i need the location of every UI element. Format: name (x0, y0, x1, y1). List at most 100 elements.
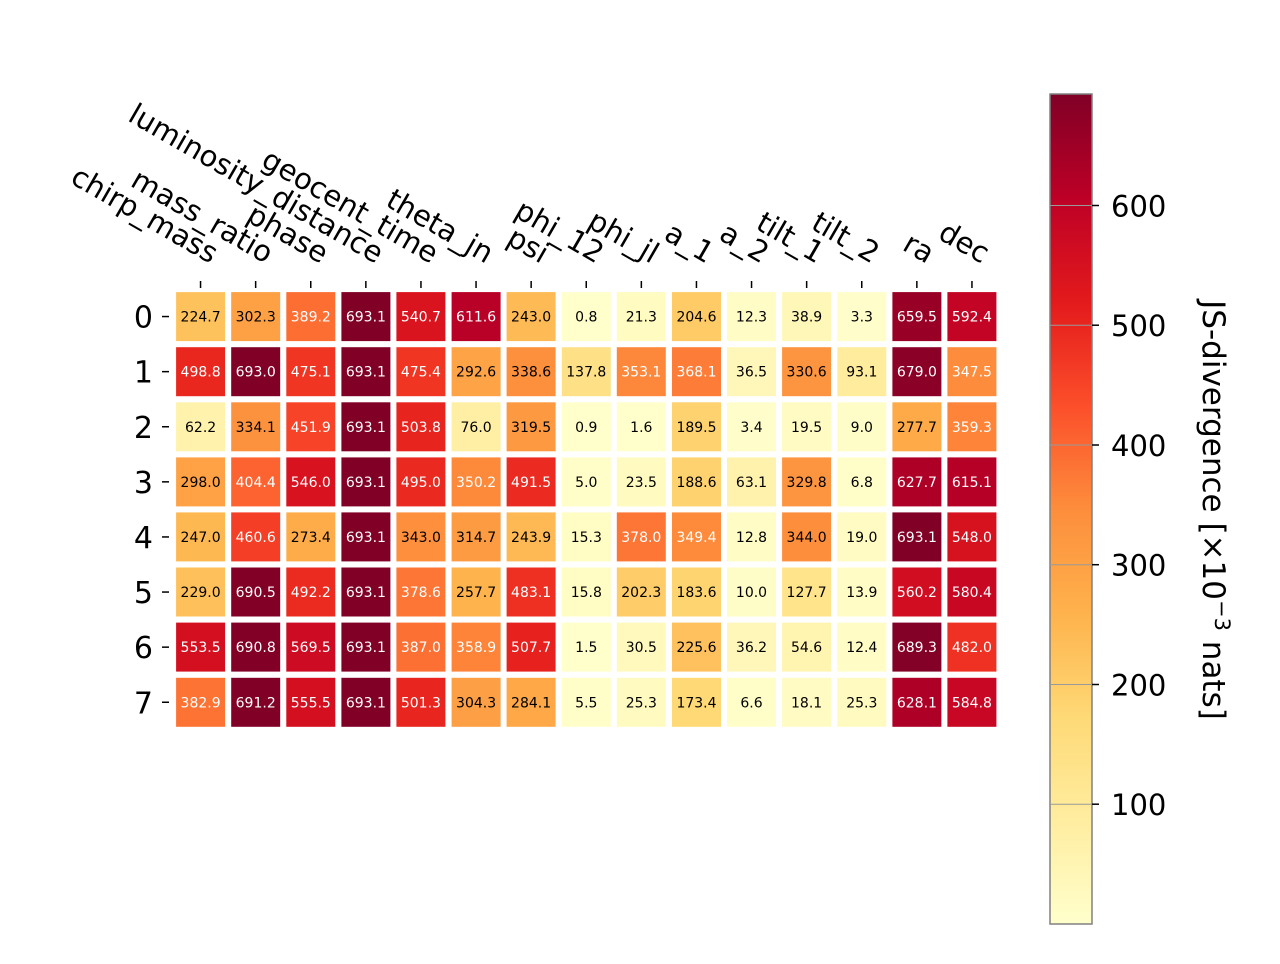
heatmap-cell (727, 622, 776, 672)
heatmap-cell (727, 677, 776, 727)
heatmap-cell (451, 567, 501, 617)
cell-value-label: 319.5 (511, 420, 551, 436)
heatmap-cell (451, 457, 501, 507)
cell-value-label: 12.3 (736, 310, 767, 326)
heatmap-cell (506, 677, 556, 727)
cell-value-label: 257.7 (456, 585, 496, 601)
heatmap-cell (892, 677, 942, 727)
heatmap-cell (837, 292, 887, 342)
heatmap-cell (396, 622, 446, 672)
y-tick-label: 3 (134, 466, 153, 501)
heatmap-cell (561, 292, 611, 342)
heatmap-cell (616, 402, 666, 452)
heatmap-cell (782, 622, 832, 672)
heatmap-cell (506, 567, 556, 617)
heatmap-cell (561, 347, 611, 397)
cell-value-label: 611.6 (456, 310, 496, 326)
cell-value-label: 404.4 (236, 475, 276, 491)
x-tick-label: ra (898, 226, 941, 270)
cell-value-label: 359.3 (952, 420, 992, 436)
cell-value-label: 693.1 (346, 695, 386, 711)
cell-value-label: 243.0 (511, 310, 551, 326)
heatmap-cell (286, 677, 336, 727)
cell-value-label: 6.6 (740, 695, 762, 711)
heatmap-cell (616, 457, 666, 507)
heatmap-cell (561, 622, 611, 672)
heatmap-cell (672, 292, 721, 342)
heatmap-cell (892, 292, 942, 342)
heatmap-cell (506, 457, 556, 507)
cell-value-label: 5.0 (575, 475, 597, 491)
heatmap-cell (451, 292, 501, 342)
cell-value-label: 693.1 (346, 310, 386, 326)
cell-value-label: 229.0 (181, 585, 221, 601)
heatmap-cell (176, 512, 226, 562)
colorbar-label-tail: nats] (1195, 631, 1231, 720)
heatmap-cell (947, 512, 997, 562)
cell-value-label: 483.1 (511, 585, 551, 601)
cell-value-label: 0.9 (575, 420, 597, 436)
heatmap-cell (561, 457, 611, 507)
cell-value-label: 553.5 (181, 640, 221, 656)
cell-value-label: 334.1 (236, 420, 276, 436)
cell-value-label: 546.0 (291, 475, 331, 491)
cell-value-label: 1.6 (630, 420, 652, 436)
heatmap-cell (561, 567, 611, 617)
colorbar-tick-label: 400 (1111, 429, 1166, 463)
heatmap-cell (672, 677, 721, 727)
cell-value-label: 204.6 (676, 310, 716, 326)
heatmap-cell (782, 512, 832, 562)
cell-value-label: 21.3 (626, 310, 657, 326)
heatmap-cell (892, 457, 942, 507)
heatmap-cell (947, 347, 997, 397)
cell-value-label: 284.1 (511, 695, 551, 711)
y-tick-label: 1 (134, 356, 153, 391)
heatmap-cell (451, 512, 501, 562)
heatmap-cell (947, 622, 997, 672)
heatmap-cell (727, 347, 776, 397)
heatmap-cell (451, 402, 501, 452)
heatmap-cell (727, 292, 776, 342)
cell-value-label: 690.8 (236, 640, 276, 656)
heatmap-cells: 224.7 302.3 389.2 693.1 540.7 611.6 243.0 0.8 21… (176, 292, 997, 727)
heatmap-cell (286, 347, 336, 397)
heatmap-cell (286, 567, 336, 617)
cell-value-label: 25.3 (846, 695, 877, 711)
cell-value-label: 15.8 (571, 585, 602, 601)
cell-value-label: 691.2 (236, 695, 276, 711)
heatmap-cell (231, 402, 281, 452)
heatmap-cell (561, 677, 611, 727)
cell-value-label: 292.6 (456, 365, 496, 381)
heatmap-cell (506, 347, 556, 397)
cell-value-label: 76.0 (461, 420, 492, 436)
heatmap-cell (451, 622, 501, 672)
colorbar-gradient (1049, 93, 1093, 925)
heatmap-cell (947, 677, 997, 727)
heatmap-cell (672, 457, 721, 507)
cell-value-label: 584.8 (952, 695, 992, 711)
y-tick-label: 4 (134, 521, 153, 556)
heatmap-cell (176, 622, 226, 672)
cell-value-label: 353.1 (621, 365, 661, 381)
cell-value-label: 580.4 (952, 585, 992, 601)
cell-value-label: 503.8 (401, 420, 441, 436)
heatmap-cell (837, 567, 887, 617)
cell-value-label: 628.1 (897, 695, 937, 711)
colorbar-tick-label: 100 (1111, 788, 1166, 822)
cell-value-label: 382.9 (181, 695, 221, 711)
heatmap-cell (506, 512, 556, 562)
cell-value-label: 63.1 (736, 475, 767, 491)
heatmap-cell (561, 402, 611, 452)
cell-value-label: 93.1 (846, 365, 877, 381)
cell-value-label: 693.1 (346, 530, 386, 546)
cell-value-label: 298.0 (181, 475, 221, 491)
heatmap-cell (176, 457, 226, 507)
heatmap-cell (286, 622, 336, 672)
cell-value-label: 62.2 (185, 420, 216, 436)
heatmap-cell (672, 402, 721, 452)
heatmap-cell (176, 677, 226, 727)
heatmap-cell (727, 457, 776, 507)
y-tick-label: 7 (134, 686, 153, 721)
heatmap-cell (892, 402, 942, 452)
heatmap-cell (231, 292, 281, 342)
